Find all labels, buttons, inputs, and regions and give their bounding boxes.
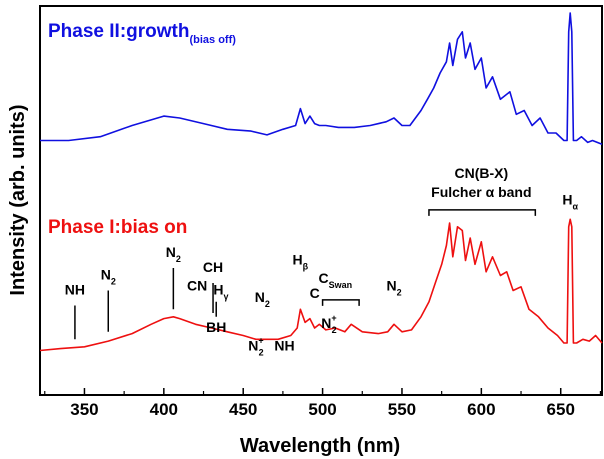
series-layer (39, 12, 603, 352)
annotation-label: Hβ (293, 251, 309, 271)
annotation-label: N2 (101, 266, 116, 286)
x-axis-title: Wavelength (nm) (240, 435, 400, 457)
annotation-label: N2 (255, 289, 270, 309)
annotation-label: CSwan (318, 270, 352, 290)
annotation-label: N2 (386, 278, 401, 298)
annotation-label: NH (65, 281, 85, 297)
phase-ii-label-main: Phase II:growth (48, 21, 189, 42)
phase-i-label: Phase I:bias on (48, 217, 187, 238)
bracket-layer (321, 209, 537, 306)
annotation-label: CN(B-X) (455, 165, 509, 181)
series-line-phase-ii (40, 12, 603, 146)
annotation-label: Fulcher α band (431, 184, 531, 200)
annotation-label: Hγ (213, 281, 228, 301)
x-tick-label: 500 (308, 400, 336, 419)
annotation-label: N2 (166, 244, 181, 264)
x-tick-label: 400 (150, 400, 178, 419)
annotation-label: C (310, 285, 320, 301)
annotation-label: CN (187, 278, 207, 294)
x-tick-label: 650 (547, 400, 575, 419)
x-axis: 350 400 450 500 550 600 650 (44, 388, 602, 419)
x-tick-label: 450 (229, 400, 257, 419)
fulcher-band-bracket (428, 209, 537, 216)
y-axis-title: Intensity (arb. units) (7, 104, 29, 295)
x-tick-label: 550 (388, 400, 416, 419)
annotation-label: NH (274, 338, 294, 354)
swan-band-bracket (321, 299, 360, 306)
annotation-label: N+ 2 (321, 313, 336, 335)
x-tick-label: 600 (467, 400, 495, 419)
x-tick-label: 350 (70, 400, 98, 419)
annotation-label: BH (206, 319, 226, 335)
series-line-phase-i (39, 218, 603, 352)
annotation-label: N+ 2 (248, 336, 263, 358)
annotation-label: Hα (562, 191, 578, 211)
phase-ii-label-sub: (bias off) (189, 34, 236, 46)
annotation-label: CH (203, 259, 223, 275)
phase-ii-label: Phase II:growth(bias off) (48, 21, 236, 46)
plot-frame (39, 5, 603, 396)
